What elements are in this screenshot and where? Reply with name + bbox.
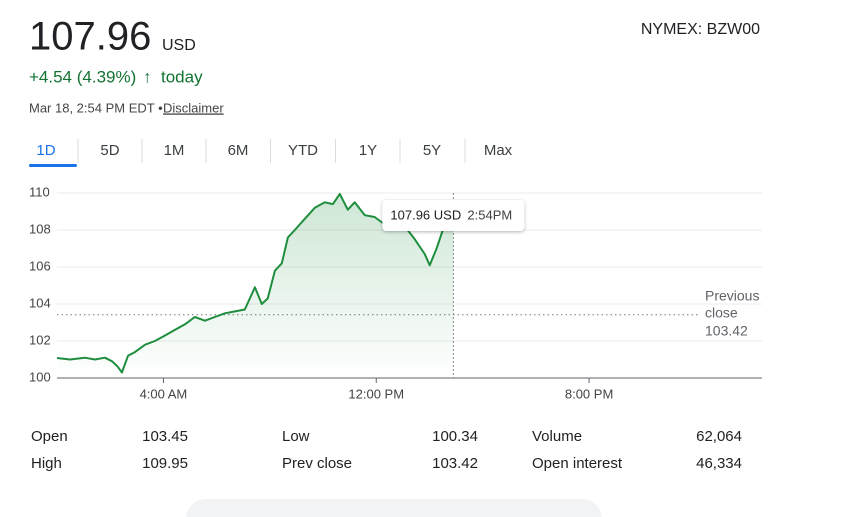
stat-label: Volume <box>532 428 582 445</box>
y-tick-label: 102 <box>29 332 51 347</box>
tooltip <box>382 200 525 231</box>
tab[interactable]: 1M <box>164 142 185 159</box>
stat-value: 46,334 <box>696 455 742 472</box>
stat-value: 62,064 <box>696 428 742 445</box>
stat-value: 100.34 <box>432 428 478 445</box>
previous-close-value: 103.42 <box>705 322 748 338</box>
x-tick-label: 8:00 PM <box>565 386 613 401</box>
stat-value: 109.95 <box>142 455 188 472</box>
currency: USD <box>162 37 196 54</box>
tab[interactable]: 1Y <box>359 142 377 159</box>
symbol: NYMEX: BZW00 <box>641 21 760 38</box>
stat-label: Open <box>31 428 68 445</box>
change: +4.54 (4.39%) <box>29 67 136 86</box>
y-tick-label: 106 <box>29 258 51 273</box>
tab[interactable]: 5Y <box>423 142 441 159</box>
period: today <box>161 67 203 86</box>
price: 107.96 <box>29 15 151 59</box>
stat-value: 103.42 <box>432 455 478 472</box>
tooltip-time: 2:54PM <box>467 207 512 222</box>
tab-indicator <box>29 164 77 167</box>
stat-value: 103.45 <box>142 428 188 445</box>
y-tick-label: 100 <box>29 369 51 384</box>
area <box>57 193 454 378</box>
y-tick-label: 108 <box>29 221 51 236</box>
stat-label: Open interest <box>532 455 623 472</box>
disclaimer-link[interactable]: Disclaimer <box>163 100 224 115</box>
more-button[interactable] <box>186 499 602 517</box>
timestamp: Mar 18, 2:54 PM EDT • <box>29 100 163 115</box>
tab[interactable]: 5D <box>100 142 119 159</box>
x-tick-label: 12:00 PM <box>348 386 404 401</box>
previous-close-label: Previous close <box>705 287 759 320</box>
x-tick-label: 4:00 AM <box>140 386 188 401</box>
y-tick-label: 104 <box>29 295 51 310</box>
stat-label: Low <box>282 428 310 445</box>
stat-label: Prev close <box>282 455 352 472</box>
stat-label: High <box>31 455 62 472</box>
tab[interactable]: 6M <box>228 142 249 159</box>
tab[interactable]: Max <box>484 142 513 159</box>
y-tick-label: 110 <box>29 184 50 199</box>
arrow: ↑ <box>143 67 152 86</box>
tab[interactable]: YTD <box>288 142 318 159</box>
tab[interactable]: 1D <box>36 142 55 159</box>
tooltip-price: 107.96 USD <box>390 207 461 222</box>
